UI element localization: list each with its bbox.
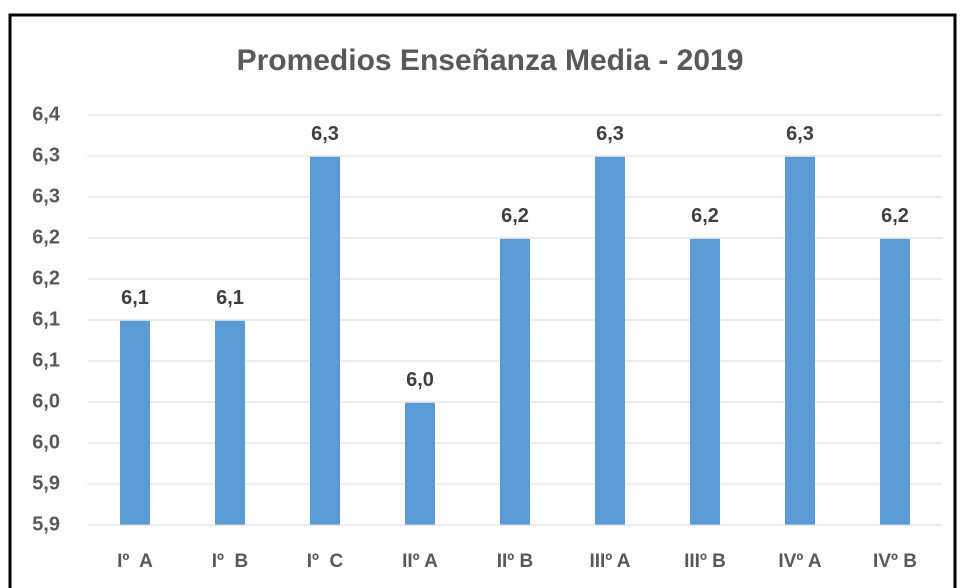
data-label: 6,1 xyxy=(216,287,244,309)
bar xyxy=(215,320,245,525)
x-tick-label: IIIº B xyxy=(684,551,726,572)
y-tick-label: 6,3 xyxy=(32,144,60,166)
y-tick-label: 6,0 xyxy=(32,431,60,453)
bar xyxy=(405,402,435,525)
y-tick-label: 6,1 xyxy=(32,349,60,371)
data-label: 6,2 xyxy=(501,205,529,227)
y-tick-label: 5,9 xyxy=(32,513,60,535)
x-tick-label: Iº B xyxy=(212,551,249,572)
bar xyxy=(690,238,720,525)
data-label: 6,2 xyxy=(691,205,719,227)
data-label: 6,2 xyxy=(881,205,909,227)
x-tick-label: IIº A xyxy=(402,551,438,572)
y-tick-label: 6,1 xyxy=(32,308,60,330)
y-tick-label: 6,4 xyxy=(32,103,61,125)
bar xyxy=(595,156,625,525)
x-tick-label: IIº B xyxy=(497,551,534,572)
bar xyxy=(500,238,530,525)
data-label: 6,1 xyxy=(121,287,149,309)
bar xyxy=(310,156,340,525)
bar xyxy=(880,238,910,525)
y-tick-label: 6,2 xyxy=(32,226,60,248)
y-tick-label: 6,0 xyxy=(32,390,60,412)
x-tick-label: IVº A xyxy=(778,551,821,572)
bar xyxy=(785,156,815,525)
data-label: 6,3 xyxy=(596,123,624,145)
x-tick-label: IVº B xyxy=(873,551,917,572)
data-label: 6,3 xyxy=(786,123,814,145)
frame xyxy=(8,13,957,588)
bar xyxy=(120,320,150,525)
x-tick-label: Iº A xyxy=(117,551,153,572)
data-label: 6,0 xyxy=(406,369,434,391)
chart-title: Promedios Enseñanza Media - 2019 xyxy=(237,44,744,77)
x-tick-label: IIIº A xyxy=(589,551,630,572)
x-tick-label: Iº C xyxy=(307,551,344,572)
y-tick-label: 6,2 xyxy=(32,267,60,289)
y-tick-label: 5,9 xyxy=(32,472,60,494)
y-tick-label: 6,3 xyxy=(32,185,60,207)
data-label: 6,3 xyxy=(311,123,339,145)
